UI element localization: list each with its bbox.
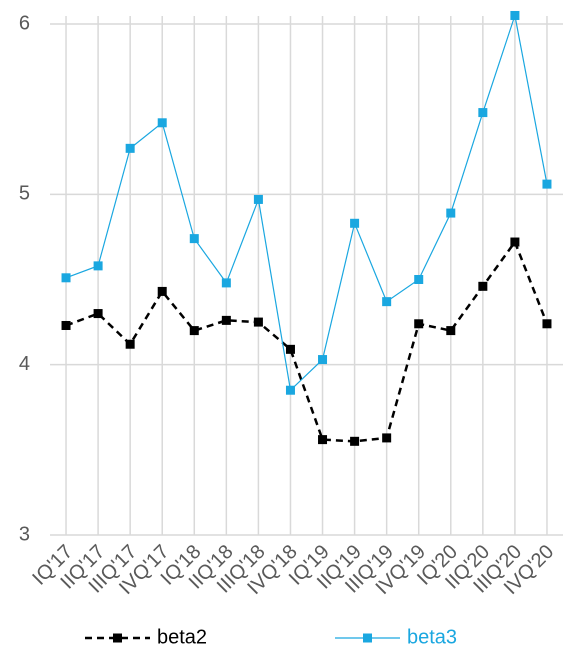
data-point: [253, 194, 263, 204]
data-point: [125, 339, 135, 349]
y-tick-label: 6: [19, 12, 30, 34]
data-point: [221, 278, 231, 288]
legend-label: beta2: [157, 626, 207, 648]
data-point: [382, 297, 392, 307]
data-point: [478, 281, 488, 291]
y-tick-label: 3: [19, 523, 30, 545]
data-point: [125, 143, 135, 153]
data-point: [93, 309, 103, 319]
data-point: [285, 385, 295, 395]
data-point: [542, 179, 552, 189]
legend-label: beta3: [407, 626, 457, 648]
data-point: [93, 261, 103, 271]
data-point: [318, 355, 328, 365]
data-point: [446, 208, 456, 218]
data-point: [478, 108, 488, 118]
y-tick-label: 5: [19, 183, 30, 205]
series-line: [65, 13, 548, 392]
data-point: [350, 218, 360, 228]
data-point: [189, 326, 199, 336]
data-point: [253, 317, 263, 327]
data-point: [157, 286, 167, 296]
data-point: [350, 436, 360, 446]
data-point: [318, 435, 328, 445]
data-point: [446, 326, 456, 336]
data-point: [157, 118, 167, 128]
data-point: [542, 319, 552, 329]
data-point: [61, 320, 71, 330]
legend-marker: [113, 633, 122, 643]
data-point: [61, 273, 71, 283]
data-point: [510, 237, 520, 247]
data-point: [221, 315, 231, 325]
data-point: [510, 10, 520, 20]
data-point: [189, 234, 199, 244]
data-point: [414, 319, 424, 329]
legend-marker: [363, 633, 372, 643]
y-tick-label: 4: [19, 353, 30, 375]
data-point: [414, 275, 424, 284]
data-point: [285, 344, 295, 354]
data-point: [382, 433, 392, 443]
series-line: [65, 239, 549, 443]
